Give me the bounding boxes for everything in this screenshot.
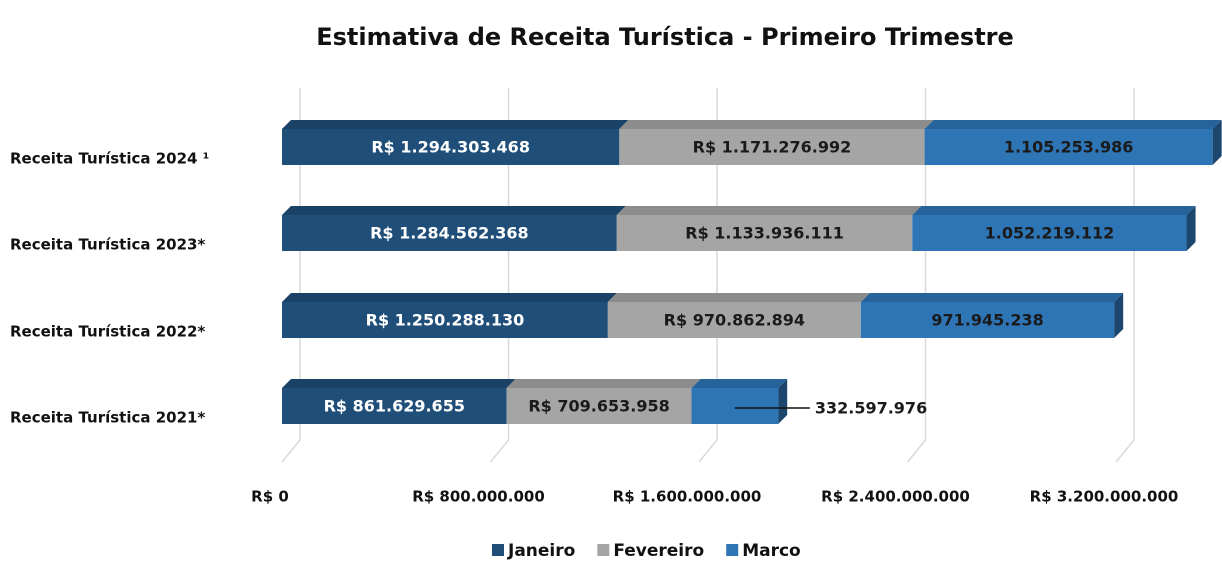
data-label: R$ 709.653.958 <box>528 397 669 416</box>
y-tick-label: Receita Turística 2022* <box>10 323 205 341</box>
bar <box>607 302 861 338</box>
x-tick-label: R$ 0 <box>251 488 289 506</box>
bar <box>506 388 692 424</box>
bar-top <box>282 293 617 302</box>
x-tick-label: R$ 800.000.000 <box>412 488 545 506</box>
legend-label: Marco <box>742 541 801 561</box>
legend-swatch <box>492 544 504 556</box>
legend-label: Fevereiro <box>613 541 704 561</box>
grid-line <box>906 88 927 463</box>
legend-swatch <box>597 544 610 556</box>
bar-top <box>619 120 934 129</box>
grid-line <box>698 88 718 463</box>
bar <box>619 129 925 165</box>
bar <box>912 215 1187 251</box>
bar <box>860 302 1115 338</box>
bar-side <box>778 379 788 424</box>
x-tick-label: R$ 1.600.000.000 <box>613 488 762 506</box>
data-label: 332.597.976 <box>815 399 927 418</box>
bar-top <box>607 293 870 302</box>
data-label: R$ 970.862.894 <box>664 311 805 330</box>
x-tick-label: R$ 3.200.000.000 <box>1030 488 1179 506</box>
y-tick-label: Receita Turística 2021* <box>10 409 205 427</box>
bar-top <box>691 379 788 388</box>
bar-top <box>616 206 922 215</box>
data-label: R$ 1.284.562.368 <box>370 224 529 243</box>
bar <box>691 388 779 424</box>
bar <box>282 215 617 251</box>
legend: Janeiro Fevereiro Marco <box>492 541 801 561</box>
data-label: R$ 861.629.655 <box>324 397 465 416</box>
data-label: 1.052.219.112 <box>985 224 1115 243</box>
bar-top <box>282 379 516 388</box>
bar-top <box>860 293 1124 302</box>
bar-side <box>1114 293 1124 338</box>
y-tick-label: Receita Turística 2023* <box>10 236 205 254</box>
bar-top <box>282 120 629 129</box>
x-tick-label: R$ 2.400.000.000 <box>821 488 970 506</box>
bar <box>282 129 620 165</box>
grid-line <box>1115 88 1135 463</box>
bar <box>616 215 913 251</box>
bar-top <box>506 379 701 388</box>
data-label: 1.105.253.986 <box>1004 138 1134 157</box>
data-label: R$ 1.294.303.468 <box>371 138 530 157</box>
grid-line <box>489 88 510 463</box>
bar-top <box>912 206 1196 215</box>
data-label: R$ 1.133.936.111 <box>685 224 844 243</box>
chart-title: Estimativa de Receita Turística - Primei… <box>316 23 1014 51</box>
bar <box>924 129 1213 165</box>
data-label: R$ 1.250.288.130 <box>366 311 525 330</box>
data-label: 971.945.238 <box>931 311 1043 330</box>
bar <box>282 388 507 424</box>
legend-label: Janeiro <box>507 541 575 561</box>
bar-side <box>1212 120 1222 165</box>
data-label: R$ 1.171.276.992 <box>693 138 852 157</box>
y-tick-label: Receita Turística 2024 ¹ <box>10 150 209 168</box>
bar-side <box>1186 206 1196 251</box>
bar <box>282 302 608 338</box>
grid-line <box>281 88 301 463</box>
legend-swatch <box>726 544 739 556</box>
bar-top <box>924 120 1222 129</box>
bar-top <box>282 206 626 215</box>
